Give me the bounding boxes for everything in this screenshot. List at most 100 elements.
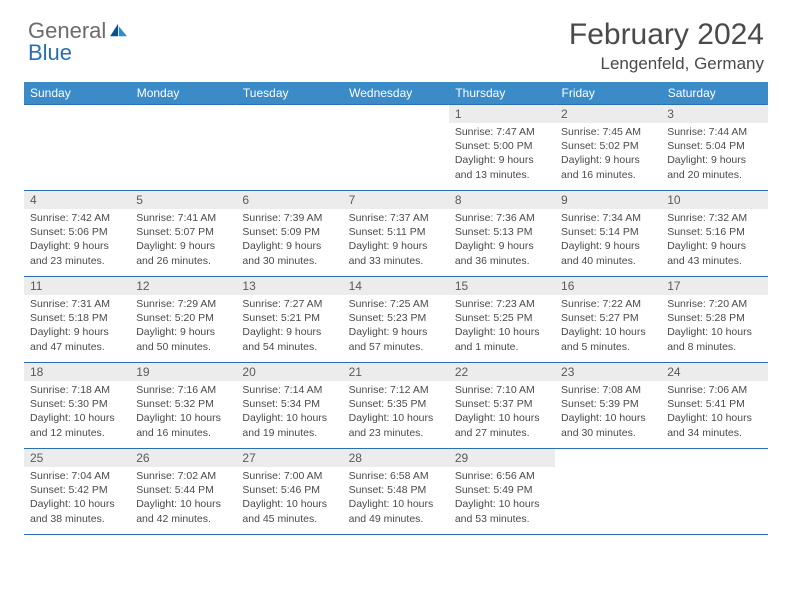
daylight-text-1: Daylight: 9 hours <box>136 239 230 253</box>
day-content: Sunrise: 7:23 AMSunset: 5:25 PMDaylight:… <box>449 295 555 358</box>
daylight-text-2: and 16 minutes. <box>136 426 230 440</box>
daylight-text-1: Daylight: 10 hours <box>455 411 549 425</box>
sunset-text: Sunset: 5:16 PM <box>667 225 761 239</box>
calendar-cell: 14Sunrise: 7:25 AMSunset: 5:23 PMDayligh… <box>343 277 449 363</box>
day-number: 26 <box>130 449 236 467</box>
day-number: 27 <box>236 449 342 467</box>
calendar-cell: 16Sunrise: 7:22 AMSunset: 5:27 PMDayligh… <box>555 277 661 363</box>
daylight-text-2: and 34 minutes. <box>667 426 761 440</box>
sunset-text: Sunset: 5:37 PM <box>455 397 549 411</box>
day-content: Sunrise: 7:12 AMSunset: 5:35 PMDaylight:… <box>343 381 449 444</box>
sunrise-text: Sunrise: 7:42 AM <box>30 211 124 225</box>
daylight-text-1: Daylight: 9 hours <box>667 153 761 167</box>
daylight-text-1: Daylight: 10 hours <box>30 411 124 425</box>
calendar-cell: 9Sunrise: 7:34 AMSunset: 5:14 PMDaylight… <box>555 191 661 277</box>
day-number: 7 <box>343 191 449 209</box>
daylight-text-1: Daylight: 9 hours <box>30 239 124 253</box>
sunrise-text: Sunrise: 6:56 AM <box>455 469 549 483</box>
daylight-text-1: Daylight: 10 hours <box>561 325 655 339</box>
day-content: Sunrise: 7:25 AMSunset: 5:23 PMDaylight:… <box>343 295 449 358</box>
daylight-text-2: and 20 minutes. <box>667 168 761 182</box>
sunset-text: Sunset: 5:30 PM <box>30 397 124 411</box>
sunrise-text: Sunrise: 7:29 AM <box>136 297 230 311</box>
daylight-text-1: Daylight: 10 hours <box>136 411 230 425</box>
daylight-text-2: and 42 minutes. <box>136 512 230 526</box>
daylight-text-1: Daylight: 9 hours <box>561 239 655 253</box>
calendar-week-row: 25Sunrise: 7:04 AMSunset: 5:42 PMDayligh… <box>24 449 768 535</box>
day-content: Sunrise: 7:16 AMSunset: 5:32 PMDaylight:… <box>130 381 236 444</box>
sunset-text: Sunset: 5:04 PM <box>667 139 761 153</box>
daylight-text-1: Daylight: 10 hours <box>349 411 443 425</box>
daylight-text-1: Daylight: 9 hours <box>349 239 443 253</box>
sunrise-text: Sunrise: 7:02 AM <box>136 469 230 483</box>
daylight-text-2: and 36 minutes. <box>455 254 549 268</box>
day-number: 22 <box>449 363 555 381</box>
calendar-cell: 10Sunrise: 7:32 AMSunset: 5:16 PMDayligh… <box>661 191 767 277</box>
title-block: February 2024 Lengenfeld, Germany <box>569 18 764 74</box>
daylight-text-2: and 33 minutes. <box>349 254 443 268</box>
calendar-cell: 21Sunrise: 7:12 AMSunset: 5:35 PMDayligh… <box>343 363 449 449</box>
day-content: Sunrise: 7:06 AMSunset: 5:41 PMDaylight:… <box>661 381 767 444</box>
calendar-week-row: 4Sunrise: 7:42 AMSunset: 5:06 PMDaylight… <box>24 191 768 277</box>
daylight-text-1: Daylight: 10 hours <box>667 411 761 425</box>
day-number: 19 <box>130 363 236 381</box>
calendar-cell <box>130 105 236 191</box>
sunset-text: Sunset: 5:39 PM <box>561 397 655 411</box>
sunset-text: Sunset: 5:14 PM <box>561 225 655 239</box>
sunrise-text: Sunrise: 6:58 AM <box>349 469 443 483</box>
day-content: Sunrise: 7:45 AMSunset: 5:02 PMDaylight:… <box>555 123 661 186</box>
sunset-text: Sunset: 5:09 PM <box>242 225 336 239</box>
day-content: Sunrise: 6:58 AMSunset: 5:48 PMDaylight:… <box>343 467 449 530</box>
daylight-text-1: Daylight: 9 hours <box>242 239 336 253</box>
daylight-text-1: Daylight: 9 hours <box>667 239 761 253</box>
daylight-text-2: and 27 minutes. <box>455 426 549 440</box>
daylight-text-2: and 19 minutes. <box>242 426 336 440</box>
sunset-text: Sunset: 5:00 PM <box>455 139 549 153</box>
sunset-text: Sunset: 5:23 PM <box>349 311 443 325</box>
sunrise-text: Sunrise: 7:31 AM <box>30 297 124 311</box>
location-label: Lengenfeld, Germany <box>569 54 764 74</box>
sunset-text: Sunset: 5:35 PM <box>349 397 443 411</box>
calendar-cell: 1Sunrise: 7:47 AMSunset: 5:00 PMDaylight… <box>449 105 555 191</box>
daylight-text-1: Daylight: 10 hours <box>242 497 336 511</box>
daylight-text-1: Daylight: 9 hours <box>242 325 336 339</box>
weekday-header-row: Sunday Monday Tuesday Wednesday Thursday… <box>24 82 768 105</box>
weekday-monday: Monday <box>130 82 236 105</box>
sunset-text: Sunset: 5:41 PM <box>667 397 761 411</box>
daylight-text-2: and 54 minutes. <box>242 340 336 354</box>
daylight-text-2: and 45 minutes. <box>242 512 336 526</box>
day-content: Sunrise: 7:32 AMSunset: 5:16 PMDaylight:… <box>661 209 767 272</box>
daylight-text-1: Daylight: 9 hours <box>30 325 124 339</box>
calendar-cell: 27Sunrise: 7:00 AMSunset: 5:46 PMDayligh… <box>236 449 342 535</box>
daylight-text-1: Daylight: 10 hours <box>561 411 655 425</box>
calendar-week-row: 11Sunrise: 7:31 AMSunset: 5:18 PMDayligh… <box>24 277 768 363</box>
sunrise-text: Sunrise: 7:04 AM <box>30 469 124 483</box>
daylight-text-2: and 8 minutes. <box>667 340 761 354</box>
sunset-text: Sunset: 5:06 PM <box>30 225 124 239</box>
sunset-text: Sunset: 5:11 PM <box>349 225 443 239</box>
calendar-table: Sunday Monday Tuesday Wednesday Thursday… <box>24 82 768 535</box>
day-number: 4 <box>24 191 130 209</box>
daylight-text-1: Daylight: 10 hours <box>667 325 761 339</box>
day-number: 24 <box>661 363 767 381</box>
sunset-text: Sunset: 5:07 PM <box>136 225 230 239</box>
day-content: Sunrise: 7:47 AMSunset: 5:00 PMDaylight:… <box>449 123 555 186</box>
calendar-cell: 29Sunrise: 6:56 AMSunset: 5:49 PMDayligh… <box>449 449 555 535</box>
day-content: Sunrise: 7:31 AMSunset: 5:18 PMDaylight:… <box>24 295 130 358</box>
calendar-cell: 24Sunrise: 7:06 AMSunset: 5:41 PMDayligh… <box>661 363 767 449</box>
calendar-cell: 8Sunrise: 7:36 AMSunset: 5:13 PMDaylight… <box>449 191 555 277</box>
calendar-week-row: 1Sunrise: 7:47 AMSunset: 5:00 PMDaylight… <box>24 105 768 191</box>
daylight-text-2: and 23 minutes. <box>30 254 124 268</box>
daylight-text-1: Daylight: 10 hours <box>455 325 549 339</box>
sunrise-text: Sunrise: 7:25 AM <box>349 297 443 311</box>
daylight-text-2: and 40 minutes. <box>561 254 655 268</box>
day-content: Sunrise: 7:41 AMSunset: 5:07 PMDaylight:… <box>130 209 236 272</box>
header: GeneralBlue February 2024 Lengenfeld, Ge… <box>0 0 792 82</box>
daylight-text-1: Daylight: 9 hours <box>136 325 230 339</box>
calendar-cell: 15Sunrise: 7:23 AMSunset: 5:25 PMDayligh… <box>449 277 555 363</box>
daylight-text-1: Daylight: 10 hours <box>30 497 124 511</box>
day-number: 14 <box>343 277 449 295</box>
daylight-text-1: Daylight: 10 hours <box>455 497 549 511</box>
weekday-friday: Friday <box>555 82 661 105</box>
calendar-cell: 6Sunrise: 7:39 AMSunset: 5:09 PMDaylight… <box>236 191 342 277</box>
